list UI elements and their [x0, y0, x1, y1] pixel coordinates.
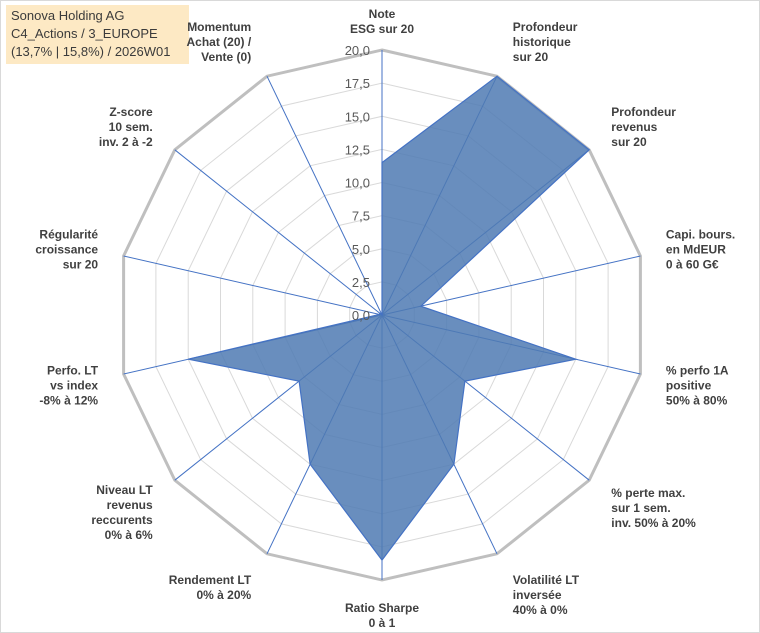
axis-label: % perte max. [611, 486, 685, 500]
company-name: Sonova Holding AG [11, 8, 125, 23]
radar-series [188, 75, 591, 562]
axis-label: 0% à 20% [196, 588, 251, 602]
axis-label: historique [513, 35, 571, 49]
axis-label: positive [666, 379, 712, 393]
axis-label: sur 1 sem. [611, 501, 670, 515]
axis-label: revenus [611, 120, 657, 134]
axis-label: inv. 50% à 20% [611, 516, 696, 530]
axis-label: Niveau LT [96, 483, 153, 497]
axis-label: sur 20 [513, 50, 549, 64]
axis-label: 40% à 0% [513, 603, 568, 617]
axis-label: ESG sur 20 [350, 22, 414, 36]
axis-spoke [266, 75, 383, 316]
axis-label: 10 sem. [109, 120, 153, 134]
axis-label: 0% à 6% [105, 528, 153, 542]
tick-label: 15,0 [345, 109, 370, 124]
axis-label: Vente (0) [201, 50, 251, 64]
axis-label: -8% à 12% [39, 394, 98, 408]
tick-label: 2,5 [352, 275, 370, 290]
axis-label: vs index [50, 379, 98, 393]
tick-label: 0,0 [352, 308, 370, 323]
axis-spoke [381, 255, 641, 316]
axis-label: Note [369, 7, 396, 21]
axis-label: croissance [35, 243, 98, 257]
axis-label: 0 à 1 [369, 616, 396, 630]
axis-label: inversée [513, 588, 562, 602]
axis-label: revenus [107, 498, 153, 512]
axis-label: Volatilité LT [513, 573, 580, 587]
tick-label: 10,0 [345, 176, 370, 191]
tick-label: 5,0 [352, 242, 370, 257]
chart-title-box: Sonova Holding AG C4_Actions / 3_EUROPE … [6, 5, 189, 64]
axis-label-group: % perte max.sur 1 sem.inv. 50% à 20% [611, 486, 696, 530]
tick-label: 7,5 [352, 209, 370, 224]
tick-label: 12,5 [345, 142, 370, 157]
portfolio-path: C4_Actions / 3_EUROPE [11, 26, 158, 41]
axis-spoke [123, 255, 383, 316]
axis-label: Rendement LT [169, 573, 252, 587]
axis-label: Profondeur [611, 105, 676, 119]
axis-label: Momentum [187, 20, 251, 34]
series-area [188, 75, 591, 562]
axis-label: inv. 2 à -2 [99, 135, 153, 149]
axis-label: Perfo. LT [47, 364, 99, 378]
axis-label: Capi. bours. [666, 228, 735, 242]
axis-label: en MdEUR [666, 243, 726, 257]
axis-label: 0 à 60 G€ [666, 258, 719, 272]
axis-label: Profondeur [513, 20, 578, 34]
axis-label: 50% à 80% [666, 394, 728, 408]
performance-week: (13,7% | 15,8%) / 2026W01 [11, 44, 171, 59]
axis-label: Ratio Sharpe [345, 601, 419, 615]
axis-label: Régularité [39, 228, 98, 242]
axis-label: sur 20 [611, 135, 647, 149]
axis-label: reccurents [91, 513, 153, 527]
tick-label: 17,5 [345, 76, 370, 91]
axis-label: % perfo 1A [666, 364, 729, 378]
axis-label: Z-score [109, 105, 153, 119]
axis-label-group: Rendement LT0% à 20% [169, 573, 252, 602]
radar-tick-labels: 0,0 2,5 5,0 7,5 10,0 12,5 15,0 17,5 20,0 [345, 43, 370, 323]
axis-spoke [174, 149, 383, 316]
axis-label: sur 20 [63, 258, 99, 272]
tick-label: 20,0 [345, 43, 370, 58]
axis-label: Achat (20) / [187, 35, 252, 49]
